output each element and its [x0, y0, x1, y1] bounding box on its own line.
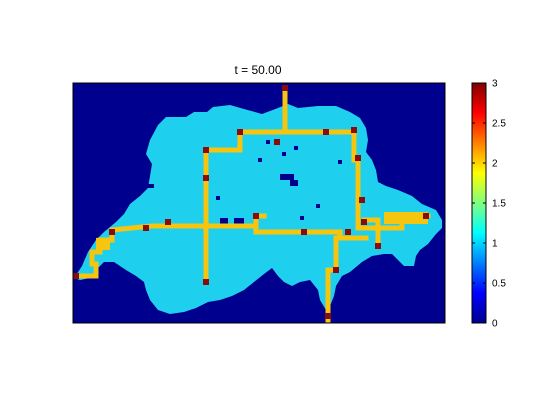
speck — [258, 158, 262, 162]
chart-title: t = 50.00 — [234, 63, 281, 77]
speck — [338, 160, 342, 164]
node — [253, 213, 259, 219]
heatmap-plot — [72, 82, 446, 324]
node — [351, 127, 357, 133]
node — [143, 225, 149, 231]
speck — [216, 196, 220, 200]
colorbar-tick-label: 0.5 — [492, 279, 506, 290]
node — [355, 155, 361, 161]
network-paths — [75, 85, 431, 323]
node — [375, 243, 381, 249]
node — [203, 175, 209, 181]
node — [423, 213, 429, 219]
network-path-north — [203, 85, 288, 285]
colorbar-tick-label: 2 — [492, 159, 498, 170]
node — [325, 313, 331, 319]
speck — [234, 218, 244, 224]
node — [301, 229, 307, 235]
colorbar-tick-label: 1.5 — [492, 199, 506, 210]
speck — [282, 152, 286, 156]
colorbar-tick-label: 1 — [492, 239, 498, 250]
speck — [128, 180, 134, 186]
node — [361, 219, 367, 225]
network-path-east-branch — [361, 217, 381, 249]
speck — [294, 146, 298, 150]
colorbar-tick-label: 0 — [492, 319, 498, 330]
node — [203, 279, 209, 285]
node — [282, 85, 288, 91]
node — [237, 129, 243, 135]
speck — [316, 204, 320, 208]
colorbar-tick-label: 2.5 — [492, 119, 506, 130]
colorbar-ticks: 0 0.5 1 1.5 2 2.5 3 — [472, 79, 506, 330]
node — [73, 273, 79, 279]
plot-frame — [72, 82, 446, 324]
network-block — [384, 212, 428, 224]
node — [323, 129, 329, 135]
network-block — [96, 238, 110, 250]
speck — [220, 218, 228, 224]
node — [274, 139, 280, 145]
node — [165, 219, 171, 225]
node — [345, 229, 351, 235]
nodes — [73, 85, 429, 319]
land-region — [74, 104, 442, 314]
speck — [146, 184, 154, 188]
colorbar-tick-label: 3 — [492, 79, 498, 90]
speck — [122, 192, 128, 198]
node — [359, 197, 365, 203]
speck — [266, 140, 270, 144]
node — [109, 229, 115, 235]
node — [203, 147, 209, 153]
network-path-south — [325, 235, 339, 323]
speck — [290, 180, 298, 186]
speck — [300, 216, 304, 220]
node — [333, 267, 339, 273]
speck — [280, 174, 294, 180]
colorbar: 0 0.5 1 1.5 2 2.5 3 — [471, 79, 506, 330]
network-path-west — [89, 223, 369, 279]
background-specks — [122, 140, 360, 224]
